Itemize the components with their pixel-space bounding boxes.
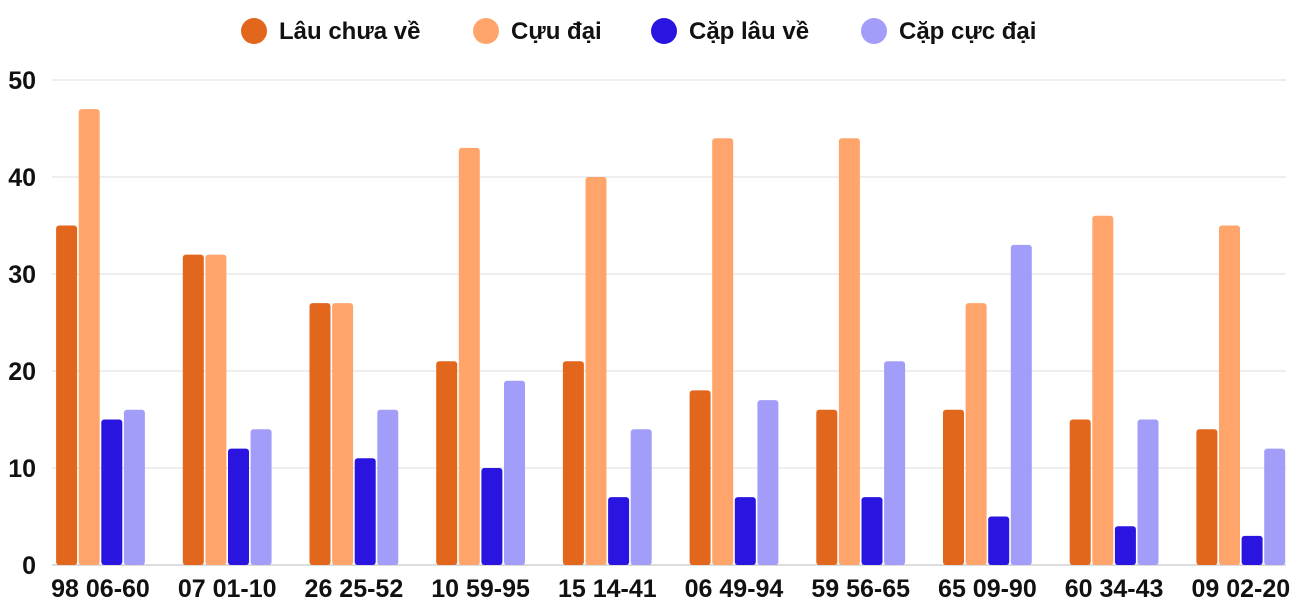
y-tick-label: 50 <box>8 67 36 95</box>
bar-1-3 <box>309 303 331 565</box>
bar-3-2 <box>228 448 249 565</box>
bar-4-10 <box>1264 448 1286 565</box>
bar-4-7 <box>884 361 906 565</box>
bar-4-4 <box>504 380 525 565</box>
legend-label: Cặp lâu về <box>689 18 809 45</box>
legend-label: Cựu đại <box>511 18 602 45</box>
y-tick-label: 30 <box>8 261 36 289</box>
bar-2-1 <box>78 109 100 565</box>
bar-4-3 <box>377 409 399 565</box>
bar-1-7 <box>816 409 838 565</box>
y-axis-tick-labels: 0 10 20 30 40 50 <box>8 67 36 580</box>
x-tick-label: 59 56-65 <box>811 575 910 600</box>
bar-2-2 <box>205 254 227 565</box>
bar-2-8 <box>965 303 987 565</box>
bar-3-3 <box>354 458 376 565</box>
bar-1-8 <box>943 409 964 565</box>
bar-4-2 <box>250 429 272 565</box>
legend-label: Cặp cực đại <box>899 18 1036 45</box>
bar-1-9 <box>1069 419 1091 565</box>
bar-1-2 <box>182 254 204 565</box>
bar-3-1 <box>101 419 123 565</box>
x-tick-label: 09 02-20 <box>1191 575 1290 600</box>
x-tick-label: 10 59-95 <box>431 575 530 600</box>
bar-1-4 <box>436 361 458 565</box>
bar-2-7 <box>838 138 860 565</box>
bar-4-8 <box>1010 244 1032 565</box>
legend-label: Lâu chưa về <box>279 18 420 45</box>
y-tick-label: 0 <box>22 552 36 580</box>
bar-2-9 <box>1092 215 1114 566</box>
x-axis-tick-labels: 98 06-60 07 01-10 26 25-52 10 59-95 15 14-41… <box>51 575 1290 603</box>
bar-2-10 <box>1219 225 1240 565</box>
bar-1-6 <box>689 390 711 565</box>
y-tick-label: 20 <box>8 358 36 386</box>
bar-3-6 <box>734 497 756 565</box>
bar-3-5 <box>608 497 630 565</box>
x-tick-label: 06 49-94 <box>685 575 784 600</box>
bar-3-8 <box>988 516 1010 565</box>
x-tick-label: 60 34-43 <box>1065 575 1164 600</box>
bars <box>56 109 1286 566</box>
bar-3-7 <box>861 497 883 565</box>
y-tick-label: 40 <box>8 164 36 192</box>
legend-swatch <box>241 18 267 44</box>
legend-swatch <box>651 18 677 44</box>
bar-2-4 <box>458 147 480 565</box>
bar-1-5 <box>562 361 584 565</box>
bar-1-1 <box>56 225 78 565</box>
x-tick-label: 98 06-60 <box>51 575 150 600</box>
bar-4-5 <box>630 429 652 565</box>
legend-swatch <box>473 18 499 44</box>
legend-swatch <box>861 18 887 44</box>
bar-3-10 <box>1241 535 1263 565</box>
bar-4-6 <box>757 400 779 565</box>
bar-2-3 <box>332 303 354 565</box>
bar-2-6 <box>712 138 734 565</box>
y-tick-label: 10 <box>8 455 36 483</box>
x-tick-label: 26 25-52 <box>305 575 404 600</box>
legend: Lâu chưa về Cựu đại Cặp lâu về Cặp cực đại <box>241 18 1036 45</box>
x-tick-label: 15 14-41 <box>558 575 657 600</box>
x-tick-label: 65 09-90 <box>938 575 1037 600</box>
bar-3-4 <box>481 468 503 565</box>
bar-1-10 <box>1196 429 1218 565</box>
x-tick-label: 07 01-10 <box>178 575 277 600</box>
bar-4-9 <box>1137 419 1159 565</box>
bar-3-9 <box>1114 526 1136 565</box>
bar-4-1 <box>123 409 145 565</box>
bar-2-5 <box>585 177 607 565</box>
